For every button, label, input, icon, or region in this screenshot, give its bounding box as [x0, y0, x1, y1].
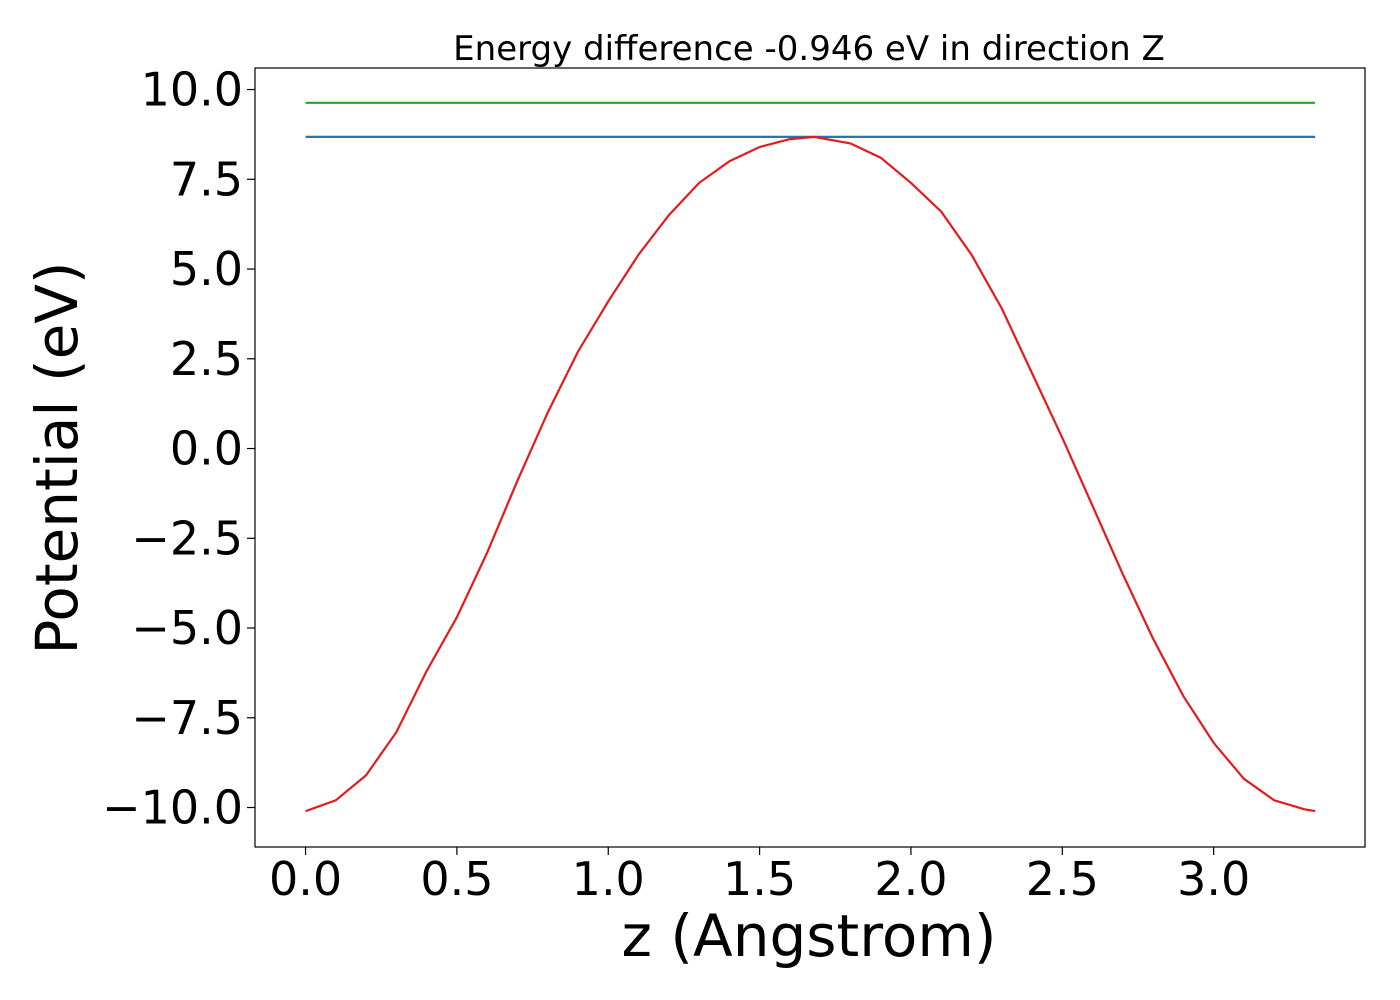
plot-frame — [254, 67, 1366, 848]
x-axis-label: z (Angstrom) — [622, 902, 997, 970]
series-line-2 — [305, 135, 1316, 813]
y-tick-label: 0.0 — [170, 422, 243, 476]
x-tick-label: 3.0 — [1177, 852, 1250, 906]
y-tick-label: 5.0 — [170, 242, 243, 296]
y-axis-label: Potential (eV) — [23, 261, 91, 654]
y-tick-label: −7.5 — [131, 691, 243, 745]
x-tick-label: 0.0 — [269, 852, 342, 906]
x-axis: 0.0 0.5 1.0 1.5 2.0 2.5 3.0 — [269, 847, 1250, 906]
x-tick-label: 1.5 — [723, 852, 796, 906]
x-tick-label: 2.5 — [1026, 852, 1099, 906]
x-tick-label: 2.0 — [874, 852, 947, 906]
y-tick-label: 7.5 — [170, 152, 243, 206]
y-axis: 10.0 7.5 5.0 2.5 0.0 −2.5 −5.0 −7.5 −10.0 — [102, 63, 255, 835]
y-tick-label: −5.0 — [131, 601, 243, 655]
chart-title: Energy difference -0.946 eV in direction… — [453, 29, 1165, 69]
y-tick-label: 10.0 — [141, 63, 243, 117]
x-tick-label: 0.5 — [420, 852, 493, 906]
y-tick-label: 2.5 — [170, 332, 243, 386]
y-tick-label: −2.5 — [131, 511, 243, 565]
y-tick-label: −10.0 — [102, 781, 243, 835]
series-layer — [305, 101, 1316, 813]
x-tick-label: 1.0 — [572, 852, 645, 906]
